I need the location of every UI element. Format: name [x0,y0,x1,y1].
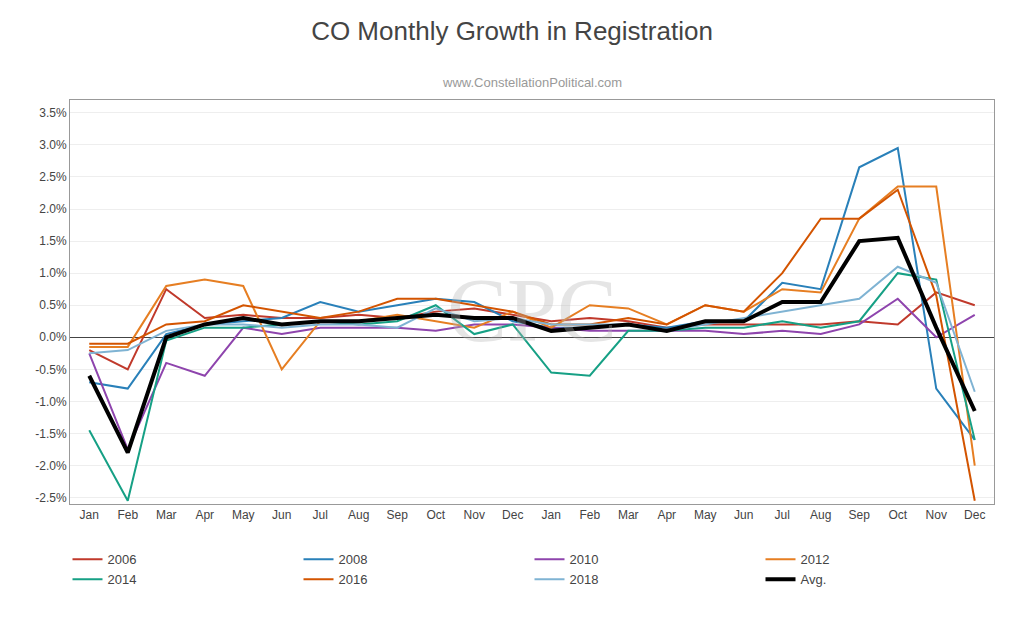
svg-text:Nov: Nov [926,508,947,522]
svg-text:Jun: Jun [734,508,753,522]
svg-text:1.5%: 1.5% [39,234,67,248]
svg-text:2010: 2010 [570,552,599,567]
svg-text:Mar: Mar [156,508,177,522]
svg-text:Jan: Jan [80,508,99,522]
svg-text:Oct: Oct [426,508,445,522]
svg-text:Feb: Feb [117,508,138,522]
svg-text:Apr: Apr [657,508,676,522]
svg-text:0.0%: 0.0% [39,330,67,344]
svg-text:2012: 2012 [801,552,830,567]
svg-text:Aug: Aug [810,508,831,522]
svg-text:Jan: Jan [542,508,561,522]
svg-text:Oct: Oct [888,508,907,522]
svg-text:Jul: Jul [775,508,790,522]
svg-text:-0.5%: -0.5% [35,363,67,377]
svg-text:May: May [232,508,255,522]
svg-text:Aug: Aug [348,508,369,522]
svg-text:2014: 2014 [108,572,137,587]
svg-text:2016: 2016 [339,572,368,587]
svg-text:www.ConstellationPolitical.com: www.ConstellationPolitical.com [442,75,622,90]
svg-text:CPC: CPC [447,261,617,360]
svg-text:2008: 2008 [339,552,368,567]
svg-text:Nov: Nov [464,508,485,522]
svg-text:Avg.: Avg. [801,572,827,587]
svg-text:2.0%: 2.0% [39,202,67,216]
svg-text:2006: 2006 [108,552,137,567]
svg-text:Apr: Apr [195,508,214,522]
svg-text:3.5%: 3.5% [39,106,67,120]
svg-text:Dec: Dec [964,508,985,522]
svg-text:Sep: Sep [387,508,409,522]
svg-text:-1.5%: -1.5% [35,427,67,441]
svg-text:Dec: Dec [502,508,523,522]
svg-text:Mar: Mar [618,508,639,522]
svg-text:2018: 2018 [570,572,599,587]
svg-text:May: May [694,508,717,522]
svg-text:2.5%: 2.5% [39,170,67,184]
svg-text:CO Monthly Growth in Registrat: CO Monthly Growth in Registration [311,16,713,46]
svg-text:0.5%: 0.5% [39,298,67,312]
svg-text:-2.5%: -2.5% [35,491,67,505]
svg-text:3.0%: 3.0% [39,138,67,152]
svg-text:Jul: Jul [313,508,328,522]
svg-text:1.0%: 1.0% [39,266,67,280]
svg-text:Feb: Feb [579,508,600,522]
svg-text:Sep: Sep [849,508,871,522]
svg-text:Jun: Jun [272,508,291,522]
svg-text:-1.0%: -1.0% [35,395,67,409]
svg-text:-2.0%: -2.0% [35,459,67,473]
